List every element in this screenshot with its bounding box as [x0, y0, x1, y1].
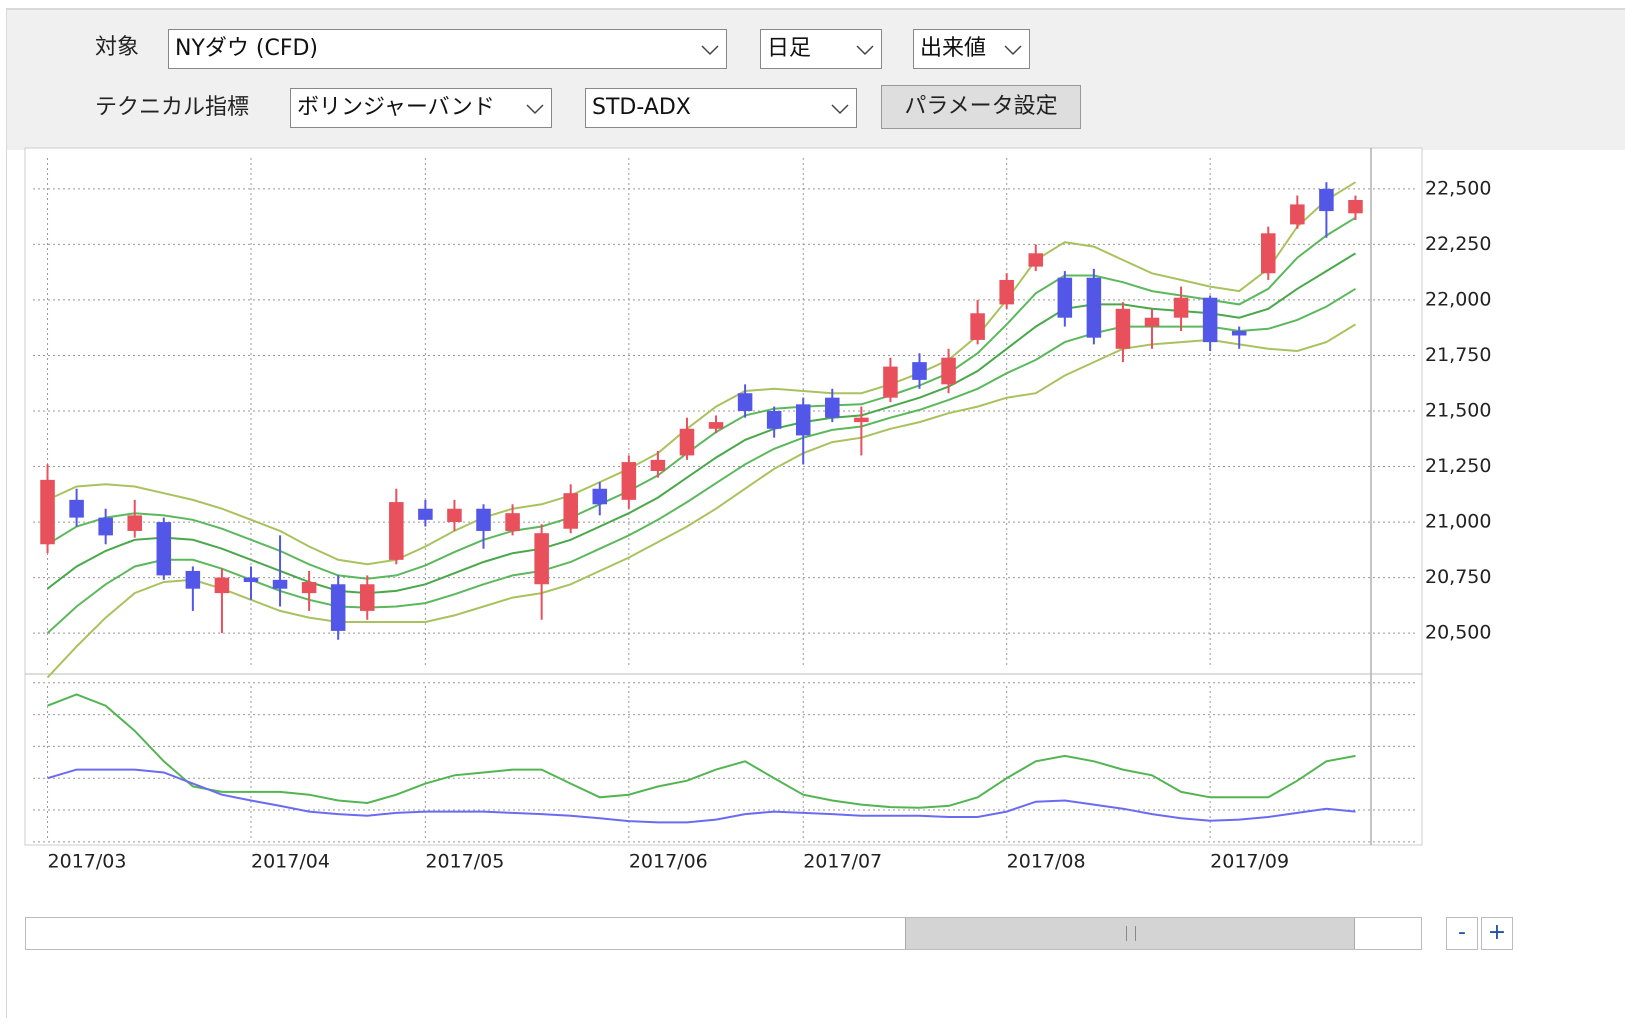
candle-body — [1319, 188, 1334, 212]
y-tick-label: 20,500 — [1425, 622, 1491, 644]
target-value: NYダウ (CFD) — [175, 36, 319, 61]
candle-body — [825, 397, 840, 418]
y-tick-label: 22,000 — [1425, 288, 1491, 310]
band-line — [46, 252, 1357, 595]
candle-body — [156, 522, 172, 576]
y-tick-label: 21,750 — [1425, 344, 1491, 366]
candle-body — [505, 513, 520, 531]
indicator-select[interactable]: ボリンジャーバンド — [290, 88, 552, 128]
candle-body — [69, 499, 84, 518]
x-tick-label: 2017/07 — [803, 851, 882, 873]
candle-body — [1231, 331, 1247, 336]
candle-body — [389, 502, 404, 560]
band-line — [46, 287, 1357, 634]
candle-body — [243, 577, 259, 583]
scrollbar[interactable] — [25, 917, 1422, 950]
x-tick-label: 2017/03 — [48, 851, 127, 873]
y-tick-label: 21,250 — [1425, 455, 1491, 477]
candle-body — [737, 393, 753, 411]
y-tick-label: 22,250 — [1425, 233, 1491, 255]
indicator-line — [47, 768, 1356, 824]
candle-body — [1202, 297, 1218, 343]
sub-indicator-value: STD-ADX — [592, 95, 691, 120]
x-tick-label: 2017/08 — [1007, 851, 1086, 873]
indicator-value: ボリンジャーバンド — [297, 95, 495, 120]
zoom-out[interactable]: - — [1446, 917, 1478, 950]
candle-body — [999, 279, 1014, 305]
band-line — [46, 216, 1357, 580]
candle-body — [40, 479, 55, 545]
candle-body — [476, 508, 491, 531]
candle-body — [1261, 233, 1276, 274]
period-value: 日足 — [767, 36, 812, 61]
candle-body — [563, 493, 578, 529]
price-type-select[interactable]: 出来値 — [913, 29, 1030, 69]
band-line — [47, 181, 1357, 566]
candle-body — [592, 488, 608, 505]
param-button[interactable]: パラメータ設定 — [881, 85, 1081, 129]
candle-body — [621, 462, 637, 500]
y-tick-label: 21,000 — [1425, 511, 1491, 533]
candle-body — [98, 517, 113, 536]
target-select[interactable]: NYダウ (CFD) — [168, 29, 727, 69]
candle-body — [1173, 297, 1189, 318]
candle-body — [1348, 199, 1363, 214]
candle-body — [127, 515, 142, 531]
sub-indicator-select[interactable]: STD-ADX — [585, 88, 857, 128]
candle-body — [679, 428, 695, 456]
chart: 20,500 20,750 21,000 21,250 21,500 21,750 22,0… — [24, 147, 1491, 873]
candle-body — [330, 584, 346, 631]
candle-body — [1290, 204, 1305, 225]
chevron — [831, 104, 849, 115]
candle-body — [941, 357, 956, 385]
chevron — [701, 45, 719, 56]
y-tick-label: 20,750 — [1425, 566, 1491, 588]
candle-body — [301, 582, 317, 594]
x-tick-label: 2017/06 — [629, 851, 708, 873]
candle-body — [766, 411, 782, 429]
candle-body — [272, 579, 288, 589]
indicator-line — [47, 693, 1356, 809]
grip — [1126, 926, 1136, 941]
candle-body — [970, 313, 985, 340]
candle-body — [1086, 277, 1102, 338]
target-label: 対象 — [95, 35, 140, 60]
indicator-label: テクニカル指標 — [95, 95, 250, 120]
candle-body — [359, 584, 375, 611]
period-select[interactable]: 日足 — [760, 29, 882, 69]
candle-body — [1057, 277, 1073, 318]
x-tick-label: 2017/05 — [425, 851, 504, 873]
price-type-value: 出来値 — [920, 36, 987, 61]
page-edge — [6, 8, 7, 1018]
candle-body — [1028, 253, 1044, 267]
candle-body — [418, 508, 433, 520]
candle-body — [447, 508, 462, 523]
candle-body — [854, 417, 869, 423]
candle-body — [708, 422, 724, 429]
candle-body — [795, 404, 811, 436]
candle-body — [214, 577, 230, 594]
x-tick-label: 2017/09 — [1210, 851, 1289, 873]
y-tick-label: 21,500 — [1425, 400, 1491, 422]
candle-body — [1144, 317, 1160, 327]
zoom-in[interactable]: + — [1481, 917, 1513, 950]
candle-body — [534, 533, 549, 585]
band-line — [46, 323, 1357, 679]
chevron — [526, 104, 544, 115]
y-tick-label: 22,500 — [1425, 177, 1491, 199]
candle-body — [912, 362, 927, 380]
x-tick-label: 2017/04 — [251, 851, 330, 873]
candle-body — [650, 459, 666, 471]
candle-body — [883, 366, 898, 398]
chevron — [1004, 45, 1022, 56]
candle-body — [185, 570, 201, 589]
scroll-thumb[interactable] — [905, 918, 1355, 949]
chart-frame — [24, 147, 1423, 846]
candle-body — [1115, 308, 1131, 349]
chevron — [856, 45, 874, 56]
